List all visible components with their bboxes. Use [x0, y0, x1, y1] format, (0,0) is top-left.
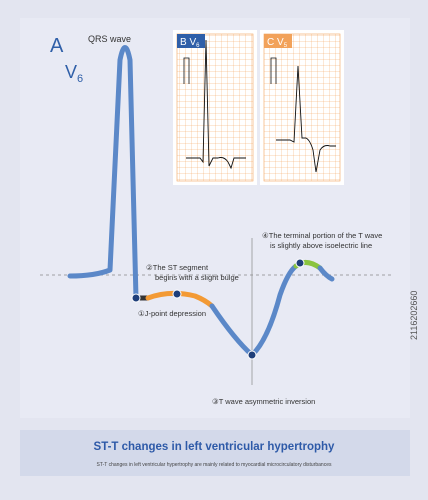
annotation: ③T wave asymmetric inversion — [212, 397, 315, 406]
inset-tag — [264, 34, 292, 48]
footer-bar — [20, 430, 410, 476]
annotation: ①J-point depression — [138, 309, 206, 318]
inset-label: B V6 — [180, 37, 200, 49]
marker — [295, 258, 305, 268]
inset-tag — [177, 34, 205, 48]
calibration — [270, 57, 277, 84]
ecg-grid — [263, 33, 341, 182]
annotation: ②The ST segment begins with a slight bulg… — [146, 263, 239, 282]
panel-letter: A — [50, 35, 64, 57]
marker — [247, 350, 257, 360]
t-wave — [209, 263, 299, 359]
inset-b: B V6 — [173, 30, 257, 185]
ecg-trace — [276, 65, 336, 173]
ecg-grid — [176, 33, 254, 182]
marker — [131, 293, 141, 303]
footer-title: ST-T changes in left ventricular hypertr… — [94, 441, 336, 453]
st-segment — [145, 290, 215, 309]
footer-subtitle: ST-T changes in left ventricular hypertr… — [96, 462, 332, 468]
inset-label: C V5 — [267, 37, 288, 49]
qrs-label: QRS wave — [88, 34, 131, 44]
marker — [172, 289, 182, 299]
qrs-wave — [67, 45, 139, 301]
calibration — [183, 57, 190, 84]
inset-c: C V5 — [260, 30, 344, 185]
annotation: ④The terminal portion of the T wave is sl… — [262, 231, 382, 250]
t-wave-end — [317, 265, 335, 282]
ecg-trace — [186, 39, 246, 170]
lead-label: V6 — [65, 62, 83, 85]
watermark-id: 2116202660 — [409, 291, 419, 340]
